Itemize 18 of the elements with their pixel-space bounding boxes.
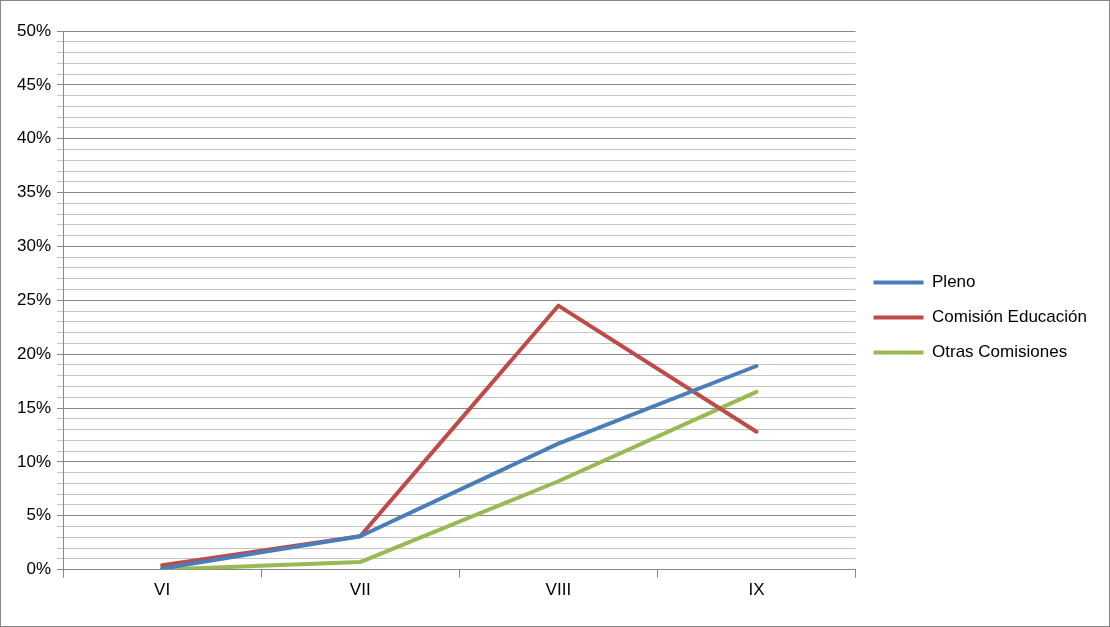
y-tick-label: 25% bbox=[16, 289, 52, 309]
x-tick-label: VI bbox=[154, 580, 171, 600]
y-tick-label: 0% bbox=[26, 559, 52, 579]
y-tick-label: 50% bbox=[16, 20, 52, 40]
y-tick-label: 10% bbox=[16, 451, 52, 471]
legend-label: Comisión Educación bbox=[932, 307, 1087, 327]
y-tick-label: 40% bbox=[16, 128, 52, 148]
x-tick-label: VII bbox=[349, 580, 371, 600]
y-tick-label: 5% bbox=[26, 505, 52, 525]
x-tick-label: VIII bbox=[545, 580, 572, 600]
y-tick-label: 35% bbox=[16, 182, 52, 202]
y-tick-label: 15% bbox=[16, 397, 52, 417]
y-tick-label: 30% bbox=[16, 236, 52, 256]
y-tick-label: 45% bbox=[16, 74, 52, 94]
legend-label: Pleno bbox=[932, 272, 976, 292]
legend-label: Otras Comisiones bbox=[932, 342, 1068, 362]
y-tick-label: 20% bbox=[16, 343, 52, 363]
x-tick-label: IX bbox=[748, 580, 765, 600]
